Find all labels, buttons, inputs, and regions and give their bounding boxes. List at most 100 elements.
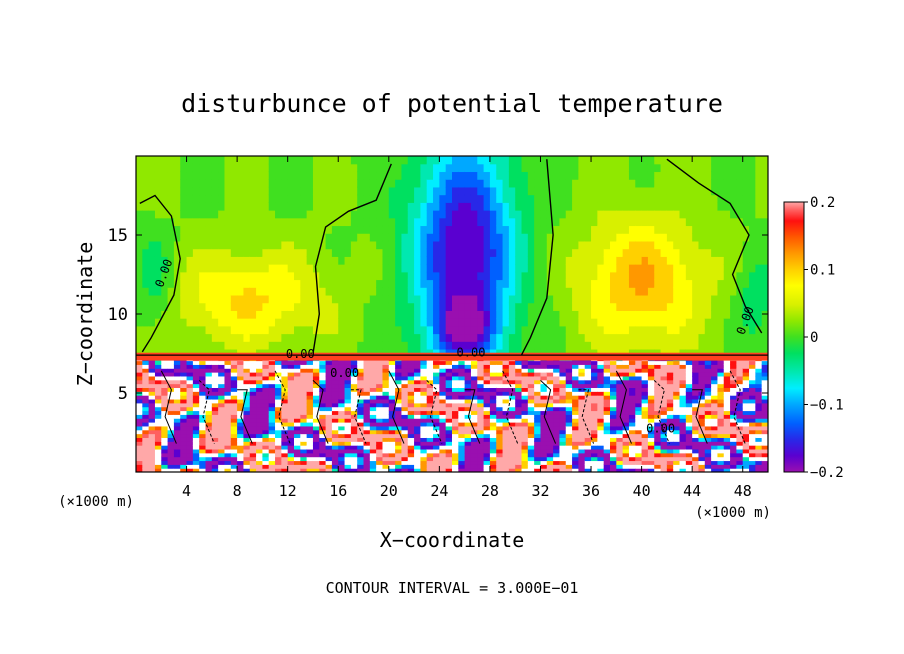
field-cell — [199, 429, 207, 435]
field-cell — [496, 414, 504, 419]
field-cell — [281, 325, 289, 335]
field-cell — [591, 256, 598, 265]
field-cell — [553, 410, 561, 415]
field-cell — [331, 310, 339, 319]
field-cell — [578, 302, 586, 311]
field-cell — [186, 248, 194, 257]
field-cell — [521, 364, 529, 369]
field-cell — [186, 410, 194, 415]
field-cell — [312, 202, 320, 211]
field-cell — [388, 402, 396, 408]
field-cell — [452, 425, 459, 431]
field-cell — [192, 202, 200, 211]
field-cell — [628, 398, 636, 404]
field-cell — [275, 372, 282, 377]
field-cell — [382, 460, 390, 465]
field-cell — [572, 398, 579, 404]
field-cell — [173, 360, 181, 365]
field-cell — [357, 425, 365, 431]
field-cell — [477, 271, 485, 281]
field-cell — [534, 452, 542, 458]
field-cell — [464, 425, 472, 431]
field-cell — [173, 418, 181, 423]
field-cell — [161, 240, 169, 250]
field-cell — [161, 456, 169, 462]
field-cell — [553, 248, 561, 257]
field-cell — [224, 452, 232, 458]
field-cell — [224, 156, 232, 165]
field-cell — [376, 341, 384, 350]
field-cell — [597, 186, 605, 196]
field-cell — [142, 194, 150, 203]
field-cell — [376, 441, 384, 446]
field-cell — [325, 156, 333, 165]
field-cell — [319, 368, 327, 373]
field-cell — [243, 410, 251, 415]
field-cell — [521, 240, 529, 250]
field-cell — [218, 410, 226, 415]
field-cell — [287, 395, 295, 400]
field-cell — [154, 310, 162, 319]
field-cell — [711, 202, 719, 211]
field-cell — [401, 202, 409, 211]
field-cell — [704, 287, 712, 296]
field-cell — [426, 425, 434, 431]
field-cell — [755, 318, 763, 327]
field-cell — [540, 294, 548, 304]
field-cell — [761, 240, 768, 250]
field-cell — [363, 333, 371, 342]
field-cell — [534, 425, 542, 431]
field-cell — [180, 375, 188, 381]
field-cell — [723, 186, 731, 196]
field-cell — [249, 437, 257, 442]
field-cell — [294, 437, 301, 442]
field-cell — [603, 395, 611, 400]
field-cell — [578, 383, 586, 389]
field-cell — [256, 468, 263, 472]
field-cell — [306, 448, 314, 454]
field-cell — [142, 464, 150, 469]
field-cell — [584, 279, 592, 288]
field-cell — [685, 279, 693, 288]
field-cell — [167, 333, 175, 342]
field-cell — [407, 410, 415, 415]
field-cell — [761, 194, 768, 203]
field-cell — [369, 414, 377, 419]
field-cell — [161, 452, 169, 458]
field-cell — [654, 341, 662, 350]
field-cell — [331, 194, 339, 203]
field-cell — [420, 271, 428, 281]
field-cell — [249, 398, 257, 404]
field-cell — [692, 217, 700, 227]
field-cell — [458, 360, 466, 365]
field-cell — [262, 372, 270, 377]
field-cell — [243, 310, 251, 319]
field-cell — [559, 368, 567, 373]
field-cell — [736, 225, 744, 234]
field-cell — [458, 437, 466, 442]
field-cell — [679, 271, 687, 281]
field-cell — [369, 379, 377, 385]
field-cell — [173, 333, 181, 342]
field-cell — [755, 325, 763, 335]
field-cell — [445, 460, 453, 465]
field-cell — [148, 372, 156, 377]
field-cell — [136, 372, 143, 377]
field-cell — [136, 194, 143, 203]
field-cell — [610, 445, 617, 450]
field-cell — [477, 163, 485, 173]
field-cell — [376, 210, 384, 219]
field-cell — [470, 372, 478, 377]
field-cell — [426, 210, 434, 219]
field-cell — [616, 248, 624, 257]
field-cell — [698, 294, 706, 304]
field-cell — [281, 302, 289, 311]
field-cell — [698, 279, 706, 288]
field-cell — [243, 171, 251, 180]
field-cell — [433, 452, 440, 458]
field-cell — [616, 333, 624, 342]
field-cell — [578, 256, 586, 265]
field-cell — [325, 287, 333, 296]
field-cell — [439, 422, 447, 427]
field-cell — [180, 210, 188, 219]
